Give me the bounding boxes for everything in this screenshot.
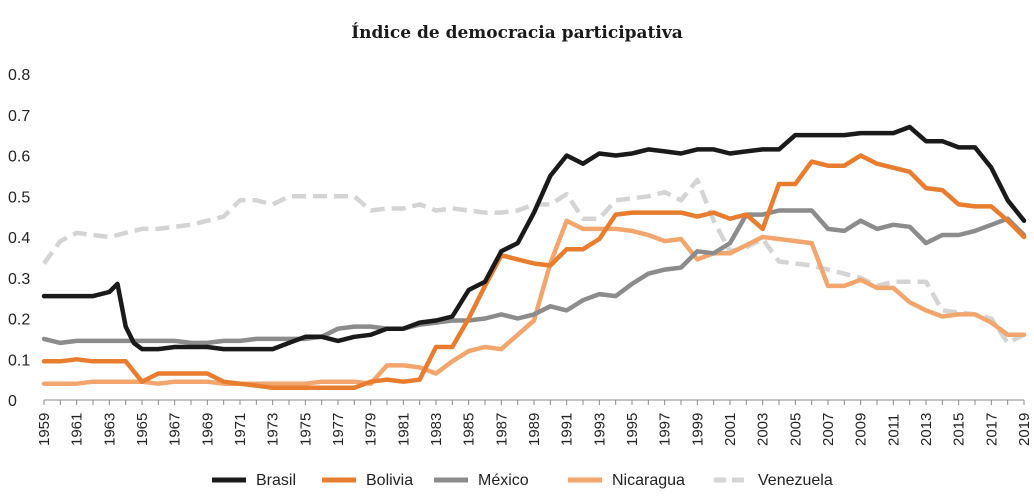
y-tick-label: 0.5 bbox=[8, 189, 30, 206]
legend-item-brasil[interactable]: Brasil bbox=[212, 472, 296, 489]
x-tick-label: 1981 bbox=[395, 413, 412, 446]
series-line-brasil bbox=[41, 124, 1027, 352]
chart-title: Índice de democracia participativa bbox=[351, 22, 683, 43]
x-tick-label: 1989 bbox=[526, 413, 543, 446]
y-tick-label: 0.2 bbox=[8, 312, 30, 329]
x-tick-label: 1997 bbox=[657, 413, 674, 446]
x-tick-label: 1975 bbox=[297, 413, 314, 446]
legend-label: Bolivia bbox=[366, 472, 413, 489]
x-tick-label: 1987 bbox=[493, 413, 510, 446]
y-tick-label: 0.7 bbox=[8, 108, 30, 125]
x-tick-label: 2015 bbox=[951, 413, 968, 446]
y-tick-label: 0.8 bbox=[8, 67, 30, 84]
legend-label: Brasil bbox=[256, 472, 296, 489]
x-tick-label: 1983 bbox=[428, 413, 445, 446]
x-tick-label: 1959 bbox=[36, 413, 53, 446]
x-tick-label: 1963 bbox=[101, 413, 118, 446]
x-tick-label: 1965 bbox=[134, 413, 151, 446]
x-tick-label: 1971 bbox=[232, 413, 249, 446]
x-tick-label: 1973 bbox=[265, 413, 282, 446]
x-tick-label: 1961 bbox=[69, 413, 86, 446]
legend-item-bolivia[interactable]: Bolivia bbox=[322, 472, 413, 489]
x-tick-label: 2019 bbox=[1016, 413, 1033, 446]
series-line-bolivia bbox=[41, 153, 1027, 391]
x-tick-label: 2009 bbox=[853, 413, 870, 446]
x-tick-label: 1967 bbox=[167, 413, 184, 446]
x-tick-label: 1977 bbox=[330, 413, 347, 446]
legend-label: México bbox=[478, 472, 529, 489]
x-tick-label: 1969 bbox=[199, 413, 216, 446]
x-tick-label: 2007 bbox=[820, 413, 837, 446]
y-tick-label: 0.6 bbox=[8, 149, 30, 166]
x-tick-label: 1995 bbox=[624, 413, 641, 446]
y-tick-label: 0.4 bbox=[8, 230, 30, 247]
legend[interactable]: Brasil Bolivia México Nicaragua Venezuela bbox=[212, 472, 833, 489]
x-tick-label: 2005 bbox=[787, 413, 804, 446]
y-axis-ticks: 0 0.1 0.2 0.3 0.4 0.5 0.6 0.7 0.8 bbox=[8, 67, 30, 410]
x-tick-label: 1993 bbox=[591, 413, 608, 446]
x-tick-label: 2013 bbox=[918, 413, 935, 446]
legend-item-mexico[interactable]: México bbox=[434, 472, 529, 489]
x-tick-label: 1979 bbox=[363, 413, 380, 446]
y-tick-label: 0 bbox=[8, 393, 17, 410]
x-axis-ticks: 1959 1961 1963 1965 1967 1969 1971 1973 1975 1977… bbox=[36, 400, 1033, 446]
x-tick-label: 1999 bbox=[689, 413, 706, 446]
x-tick-label: 2017 bbox=[983, 413, 1000, 446]
y-tick-label: 0.3 bbox=[8, 271, 30, 288]
series-line-mexico bbox=[41, 208, 1027, 346]
y-tick-label: 0.1 bbox=[8, 352, 30, 369]
x-tick-label: 2011 bbox=[885, 414, 902, 446]
series-lines bbox=[41, 124, 1027, 391]
legend-label: Venezuela bbox=[758, 472, 833, 489]
x-tick-label: 1991 bbox=[559, 413, 576, 446]
x-tick-label: 2001 bbox=[722, 413, 739, 446]
x-tick-label: 1985 bbox=[461, 413, 478, 446]
legend-label: Nicaragua bbox=[612, 472, 685, 489]
x-tick-label: 2003 bbox=[755, 413, 772, 446]
legend-item-venezuela[interactable]: Venezuela bbox=[714, 472, 833, 489]
legend-item-nicaragua[interactable]: Nicaragua bbox=[568, 472, 685, 489]
series-line-nicaragua bbox=[41, 218, 1027, 386]
